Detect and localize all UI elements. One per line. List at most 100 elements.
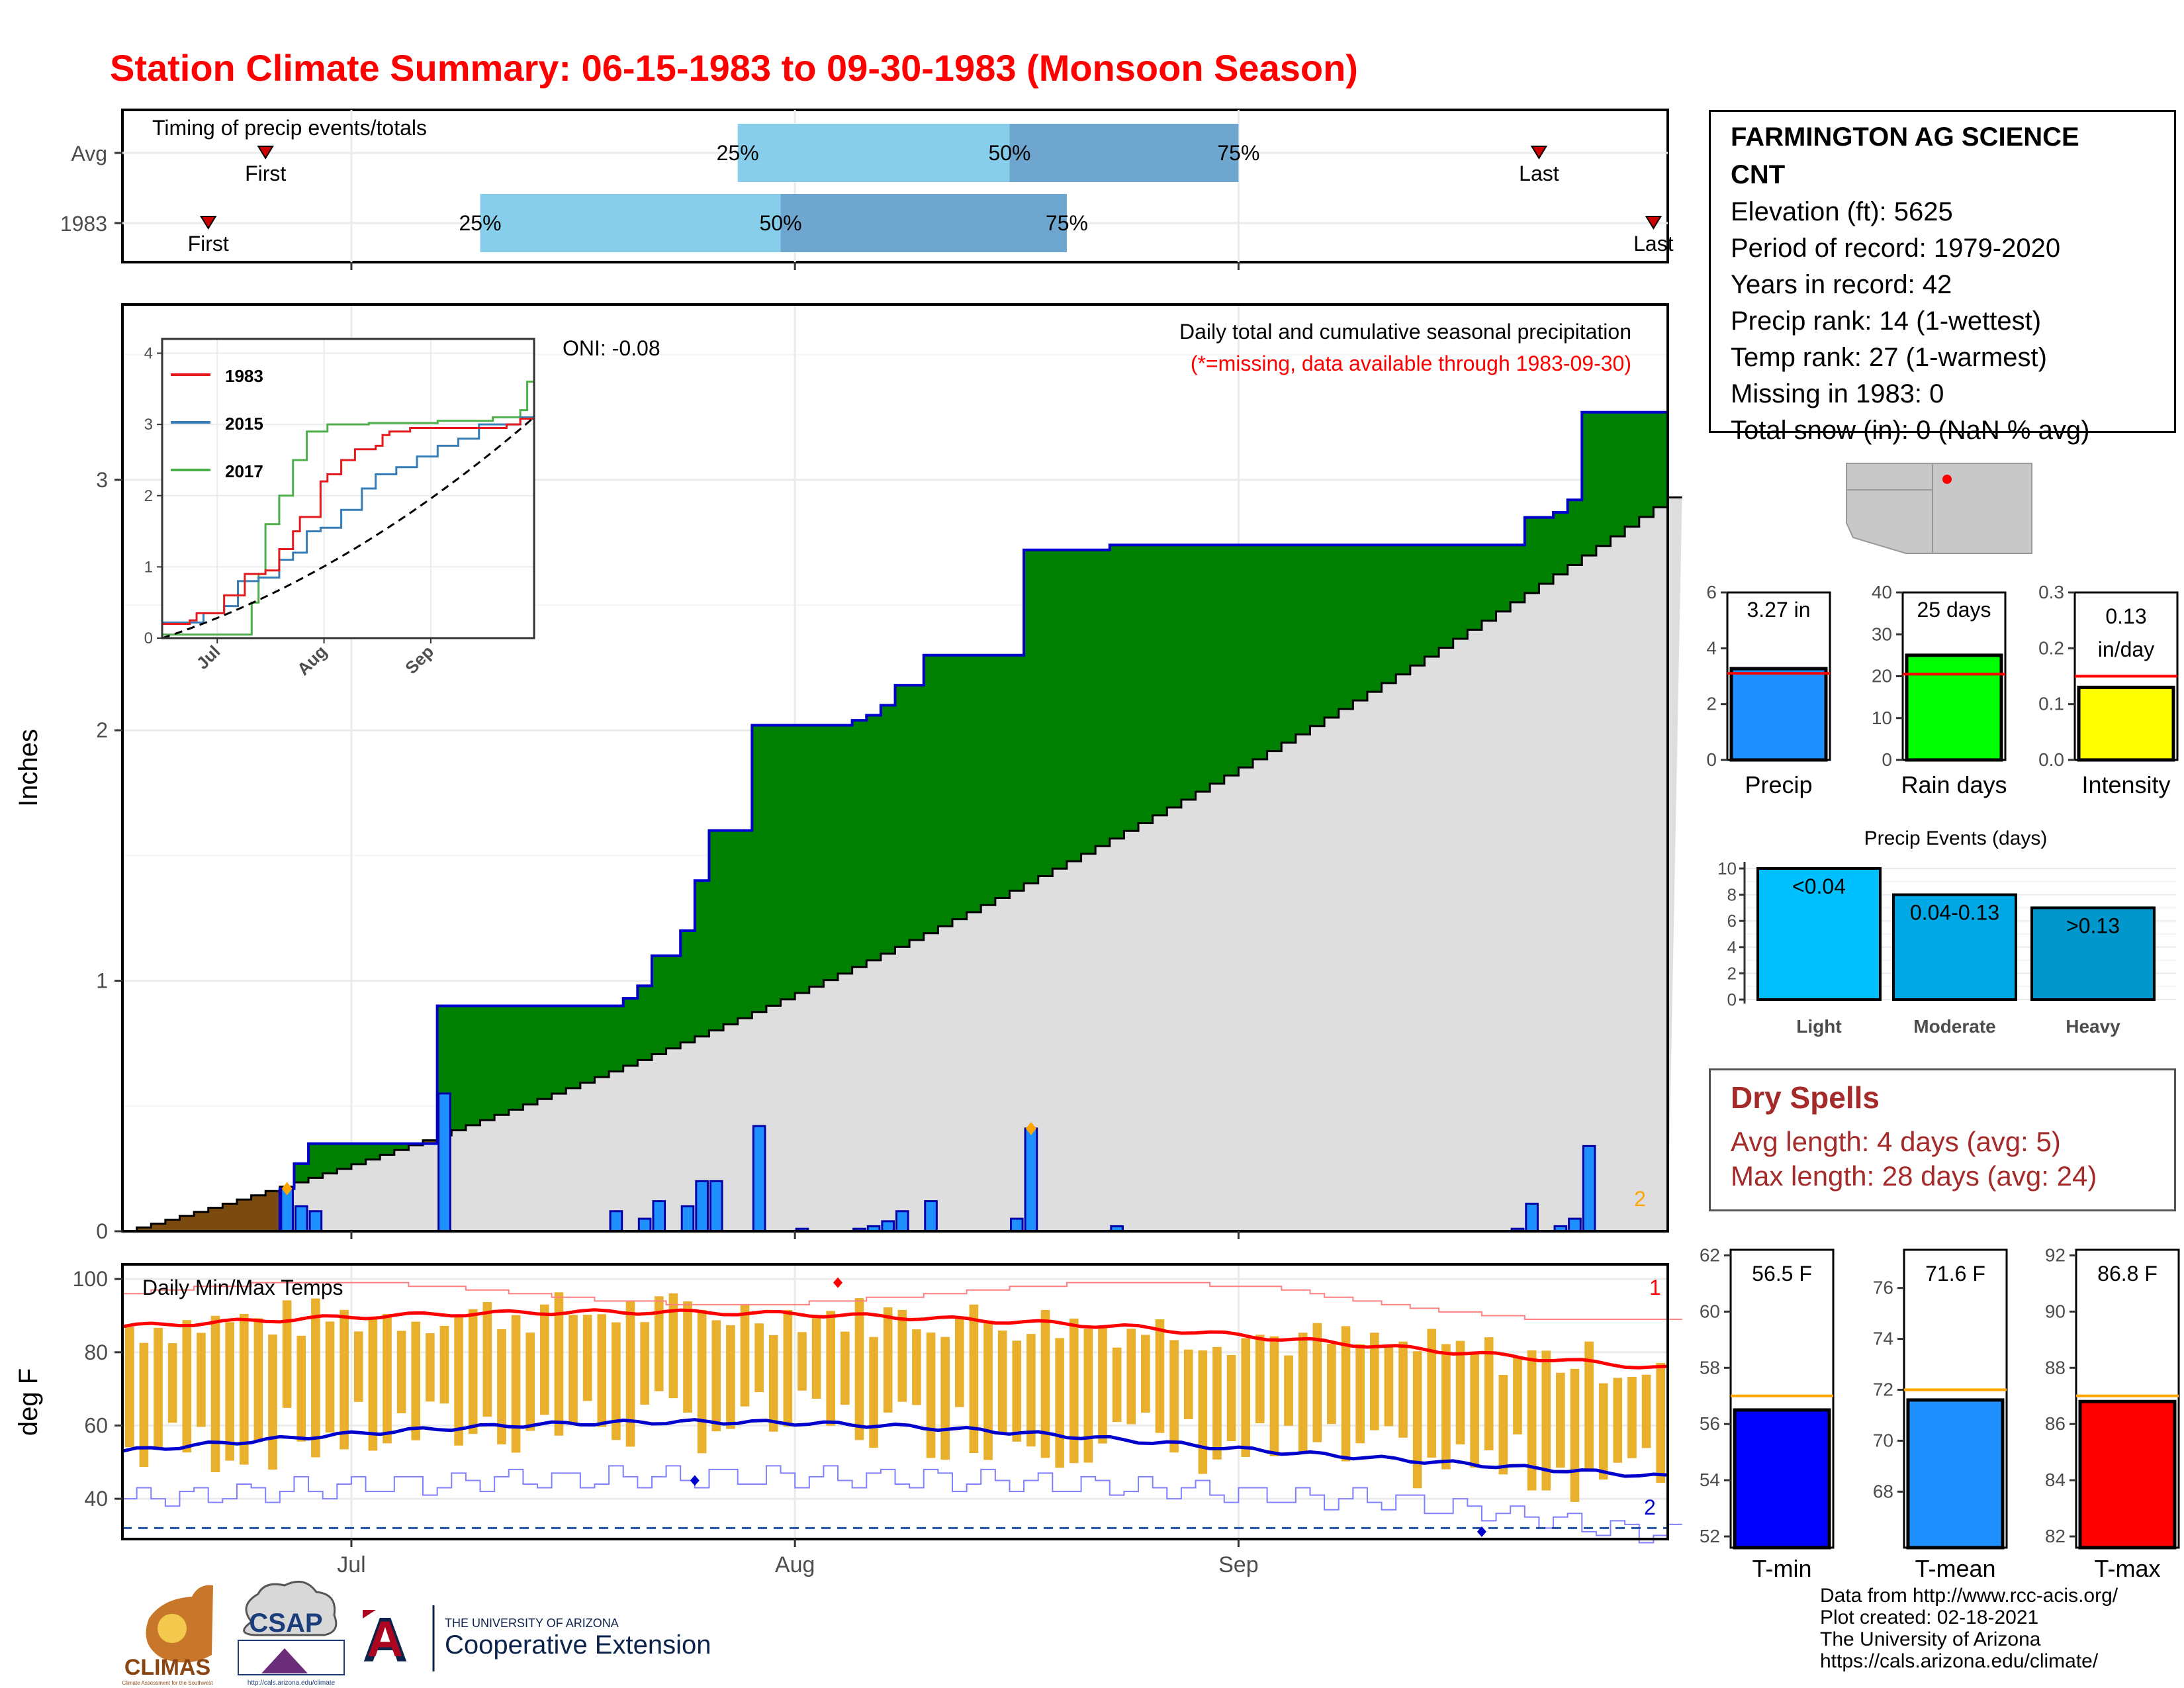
events-bar-label: <0.04 [1792,874,1846,898]
temp-mini-ytick-label: 90 [2045,1301,2066,1321]
precip-surplus-fill [1396,545,1411,675]
precip-surplus-fill [852,720,867,967]
precip-surplus-fill [1295,545,1311,735]
daily-temp-bar [625,1301,635,1447]
daily-temp-bar [539,1304,549,1415]
daily-temp-bar [897,1309,907,1402]
temp-ytick-label: 80 [84,1340,108,1364]
precip-surplus-fill [709,830,724,1031]
daily-temp-bar [210,1315,220,1473]
precip-surplus-fill [1267,545,1282,751]
temp-frame [121,1263,1669,1540]
record-temp-marker [833,1277,843,1288]
daily-temp-bar [997,1331,1007,1432]
precip-panel-title: Daily total and cumulative seasonal prec… [1179,320,1631,344]
precip-deficit-fill [222,1203,238,1231]
precip-surplus-fill [294,1163,309,1183]
daily-temp-bar [1083,1329,1093,1463]
precip-surplus-fill [1024,549,1039,884]
temp-mini-ytick-label: 76 [1873,1278,1893,1298]
mini-panel-bar [1729,667,1828,762]
daily-temp-bar [468,1309,478,1434]
precip-surplus-fill [981,655,996,906]
daily-temp-bar [826,1311,836,1426]
mini-panel-ytick-label: 6 [1706,582,1717,602]
credit-university: The University of Arizona [1820,1628,2041,1650]
precip-surplus-fill [494,1006,510,1115]
station-snow: Total snow (in): 0 (NaN % avg) [1731,416,2090,445]
precip-surplus-fill [952,655,968,919]
precip-surplus-fill [995,655,1011,898]
precip-surplus-fill [566,1006,581,1088]
precip-surplus-fill [1324,545,1340,718]
daily-temp-bar [1284,1355,1293,1426]
daily-precip-bar [609,1210,623,1233]
mini-panel-ytick-label: 40 [1872,582,1892,602]
daily-temp-bar [225,1322,234,1461]
events-title: Precip Events (days) [1864,827,2048,849]
daily-temp-bar [340,1309,349,1450]
temp-mini-bar [2078,1399,2177,1550]
precip-surplus-fill [1481,545,1497,621]
season-temp-panels: 52 54 56 58 60 62 56.5 F T-min 68 70 72 74 76 71.6 F T… [1700,1244,2180,1582]
mini-panel-ytick-label: 30 [1872,624,1892,644]
daily-temp-bar [711,1320,721,1432]
precip-surplus-fill [451,1006,467,1131]
daily-temp-bar [1441,1344,1451,1470]
daily-temp-bar [1269,1336,1279,1457]
events-bar-label: 0.04-0.13 [1910,901,1999,925]
precip-surplus-fill [752,725,767,1012]
precip-surplus-fill [809,725,824,987]
mini-panel-category: Precip [1745,771,1812,798]
inset-ytick-label: 4 [144,345,153,363]
precip-surplus-fill [1381,545,1396,683]
inset-line-2017 [162,374,535,636]
last-event-label: Last [1519,162,1559,185]
last-event-marker [1530,146,1548,160]
daily-precip-bar [437,1092,451,1233]
temp-xtick-label: Sep [1218,1552,1259,1577]
daily-temp-bar [368,1319,378,1451]
precip-frame [121,303,1669,1233]
precip-ytick-label: 3 [96,468,108,492]
temp-mini-bar [1733,1408,1831,1550]
mini-panel-ytick-label: 0.0 [2038,749,2064,770]
daily-temp-bar [754,1323,764,1393]
precip-surplus-fill [1238,545,1253,768]
daily-temp-bar [740,1305,750,1407]
csap-url: http://cals.arizona.edu/climate [248,1679,336,1687]
inset-ytick-label: 3 [144,416,153,434]
temp-mini-ytick-label: 62 [1700,1244,1720,1265]
daily-temp-bar [239,1313,249,1465]
mini-panel-ytick-label: 4 [1706,637,1717,658]
precip-surplus-fill [609,1006,624,1072]
station-years: Years in record: 42 [1731,270,1952,299]
daily-temp-bar [1040,1309,1050,1458]
ua-block-a-inner: A [367,1611,404,1667]
record-temp-marker [690,1475,700,1486]
precip-surplus-fill [1524,517,1540,593]
climas-sun [158,1614,187,1643]
mini-panel-ytick-label: 0 [1882,749,1892,770]
precip-surplus-fill [1066,549,1082,862]
avg-cumulative-line [122,496,1682,1233]
daily-temp-bar [811,1316,821,1399]
daily-temp-bar [125,1327,134,1448]
precip-surplus-fill [909,685,925,941]
missing-count-marker: 2 [1634,1187,1646,1211]
precip-panel-subtitle: (*=missing, data available through 1983-… [1191,352,1631,375]
precip-surplus-fill [1553,512,1569,575]
temp-mini-ytick-label: 70 [1873,1430,1893,1450]
inset-ytick-label: 2 [144,487,153,505]
temp-mini-value: 86.8 F [2097,1262,2158,1286]
daily-temp-bar [869,1336,878,1448]
record-precip-marker [1025,1121,1036,1135]
inset-frame [161,338,535,639]
events-ytick-label: 8 [1727,885,1737,905]
record-precip-marker [281,1182,293,1196]
temp-mini-ytick-label: 52 [1700,1526,1720,1546]
daily-temp-bar [454,1315,463,1446]
daily-temp-bar [1226,1354,1236,1441]
daily-temp-bar [668,1293,678,1399]
precip-deficit-fill [251,1195,266,1231]
